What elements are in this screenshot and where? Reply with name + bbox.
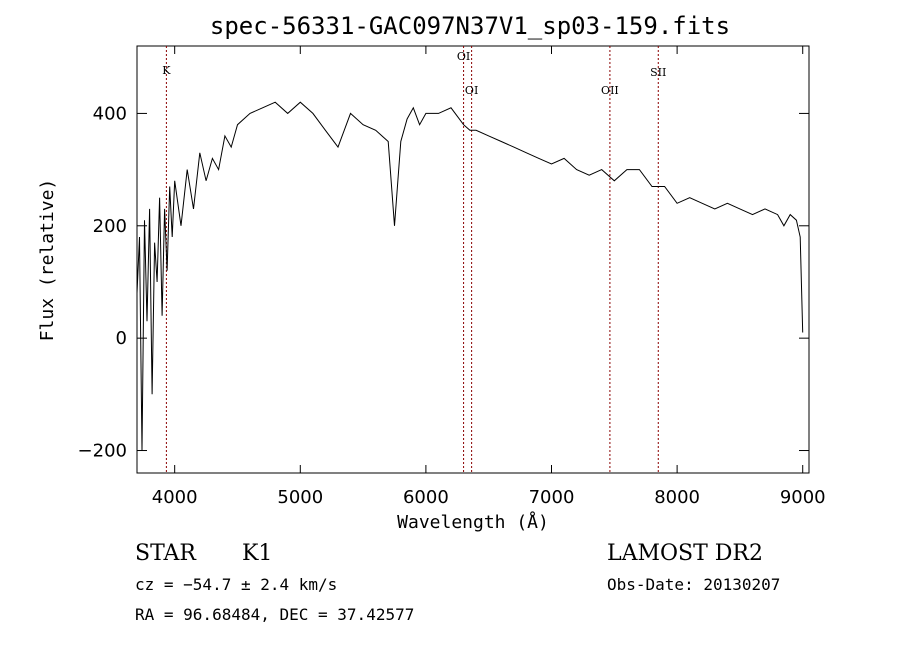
y-tick-label: −200: [78, 441, 127, 462]
reference-line-label: SII: [650, 66, 666, 79]
x-tick-label: 7000: [529, 487, 575, 508]
x-axis-label: Wavelength (Å): [397, 511, 549, 533]
reference-line-label: OI: [465, 84, 478, 97]
obs-date: Obs-Date: 20130207: [607, 575, 780, 594]
x-tick-label: 5000: [277, 487, 323, 508]
x-axis: 4000 5000 6000 7000 8000 9000: [152, 46, 826, 508]
chart-title: spec-56331-GAC097N37V1_sp03-159.fits: [210, 12, 730, 40]
survey-name: LAMOST DR2: [607, 541, 763, 566]
y-axis: −200 0 200 400: [78, 103, 809, 462]
y-tick-label: 200: [93, 216, 127, 237]
spectrum-line: [136, 101, 804, 451]
y-tick-label: 400: [93, 103, 127, 124]
x-tick-label: 9000: [780, 487, 826, 508]
reference-line-label: K: [162, 64, 171, 77]
coordinates: RA = 96.68484, DEC = 37.42577: [135, 605, 414, 624]
x-tick-label: 8000: [654, 487, 700, 508]
x-tick-label: 6000: [403, 487, 449, 508]
y-tick-label: 0: [116, 328, 127, 349]
reference-line-label: OII: [601, 84, 619, 97]
spectral-subclass: K1: [242, 541, 272, 566]
reference-line-label: OI: [457, 50, 470, 63]
redshift-readout: cz = −54.7 ± 2.4 km/s: [135, 575, 337, 594]
object-class: STAR: [135, 541, 197, 566]
x-tick-label: 4000: [152, 487, 198, 508]
plot-frame: [136, 45, 810, 474]
y-axis-label: Flux (relative): [37, 179, 58, 342]
